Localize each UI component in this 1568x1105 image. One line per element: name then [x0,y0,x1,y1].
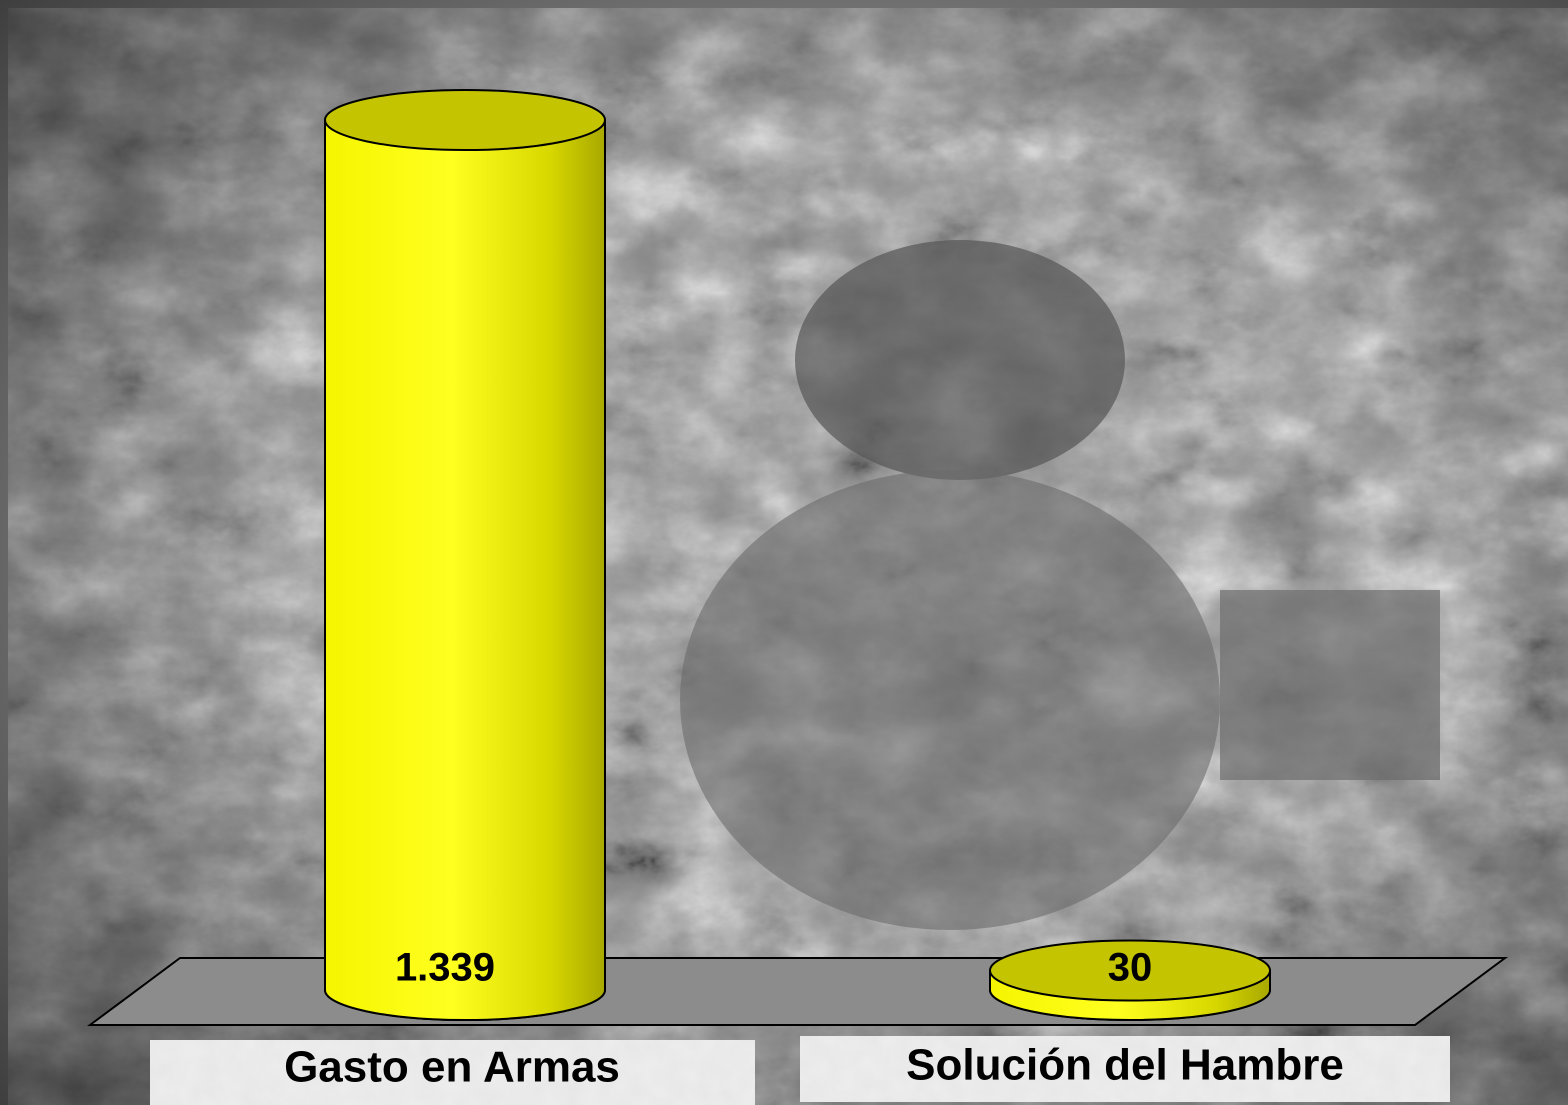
bar-body-edge [325,120,605,1020]
value-label: 1.339 [395,946,495,990]
chart: 1.339 30 Gasto en Armas Solución del Hamb… [0,0,1568,1105]
x-tick-label: Gasto en Armas [284,1043,620,1092]
bar [325,90,605,1020]
page: {"chart_data": {"type": "bar", "categori… [0,0,1568,1105]
value-label: 30 [1108,946,1153,990]
floor [90,958,1505,1025]
bar-top [325,90,605,150]
background [0,0,1568,1105]
x-tick-label: Solución del Hambre [906,1041,1344,1090]
